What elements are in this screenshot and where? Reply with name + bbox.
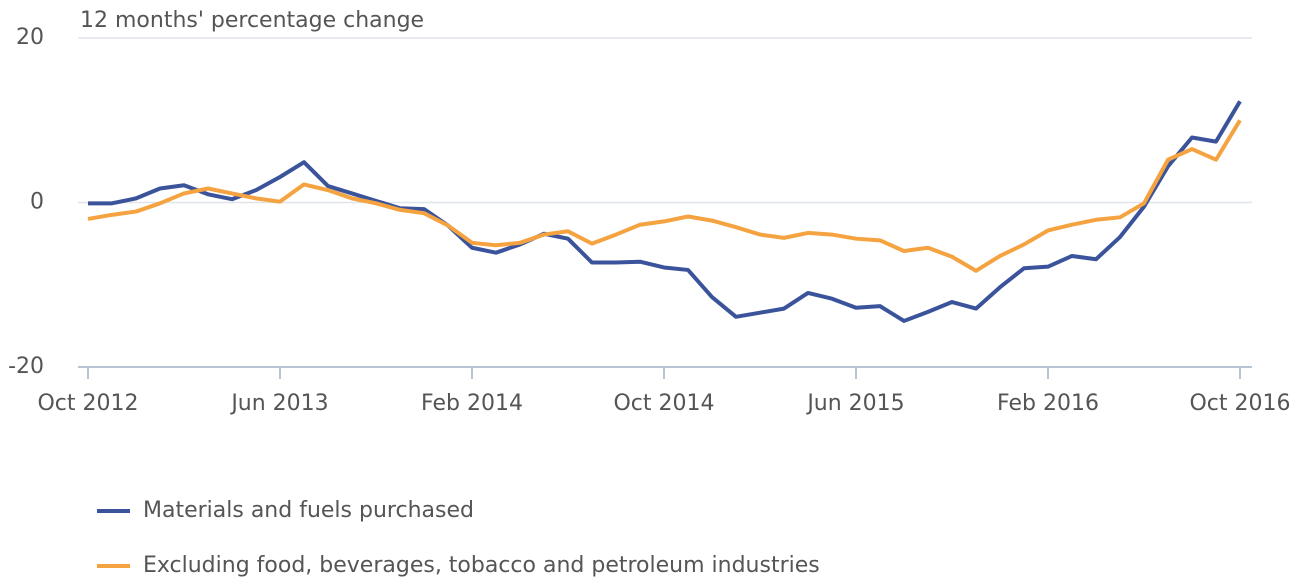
x-tick-label: Oct 2012: [37, 391, 138, 416]
series-line: [87, 119, 1242, 273]
x-tick-label: Feb 2016: [997, 391, 1099, 416]
y-tick-label: 20: [16, 25, 44, 50]
x-tick-label: Jun 2013: [229, 391, 328, 416]
series-line: [88, 100, 1242, 323]
y-tick-label: -20: [8, 354, 44, 379]
x-tick-label: Oct 2016: [1189, 391, 1290, 416]
chart-title: 12 months' percentage change: [80, 8, 424, 33]
x-tick-label: Jun 2015: [805, 391, 904, 416]
y-tick-label: 0: [30, 190, 44, 215]
x-tick-label: Feb 2014: [421, 391, 523, 416]
x-tick-label: Oct 2014: [613, 391, 714, 416]
legend-label: Materials and fuels purchased: [143, 498, 474, 523]
legend-label: Excluding food, beverages, tobacco and p…: [143, 553, 820, 578]
